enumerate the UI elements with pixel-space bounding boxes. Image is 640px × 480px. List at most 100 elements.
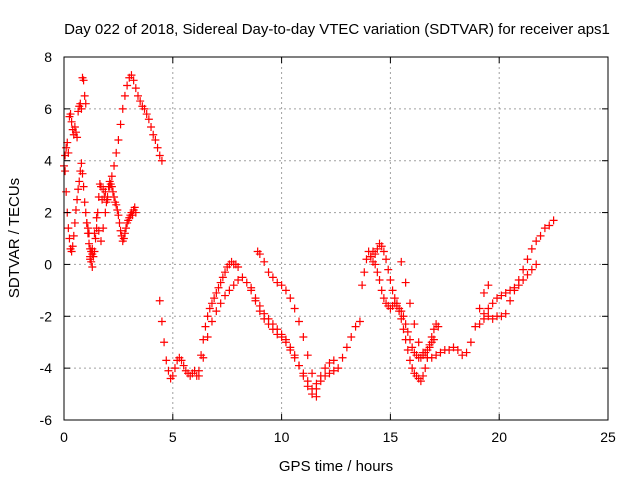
data-point: [221, 268, 230, 277]
y-tick-label: 4: [44, 153, 52, 169]
data-point: [91, 234, 100, 243]
data-point: [358, 281, 367, 290]
data-point: [247, 283, 256, 292]
y-tick-label: 2: [44, 205, 52, 221]
data-point: [484, 312, 493, 321]
data-point: [384, 265, 393, 274]
data-point: [295, 317, 304, 326]
data-point: [475, 320, 484, 329]
data-point: [157, 317, 166, 326]
data-point: [92, 213, 101, 222]
data-point: [488, 314, 497, 323]
data-point: [377, 242, 386, 251]
data-point: [277, 281, 286, 290]
data-point: [312, 379, 321, 388]
data-point: [466, 338, 475, 347]
data-point: [114, 135, 123, 144]
data-point: [127, 71, 136, 80]
data-point: [497, 312, 506, 321]
data-point: [194, 371, 203, 380]
data-point: [88, 244, 97, 253]
data-point: [107, 172, 116, 181]
series-2: [86, 71, 166, 264]
data-point: [61, 167, 70, 176]
data-point: [479, 309, 488, 318]
data-point: [429, 325, 438, 334]
data-point: [66, 110, 75, 119]
data-point: [75, 177, 84, 186]
data-point: [260, 257, 269, 266]
data-point: [93, 208, 102, 217]
data-point: [149, 130, 158, 139]
data-point: [436, 348, 445, 357]
data-point: [105, 182, 114, 191]
x-tick-labels: 0 5 10 15 20 25: [60, 429, 616, 445]
data-point: [212, 288, 221, 297]
data-point: [201, 322, 210, 331]
data-point: [527, 265, 536, 274]
data-point: [129, 76, 138, 85]
data-point: [449, 343, 458, 352]
data-point: [527, 244, 536, 253]
y-axis-title: SDTVAR / TECUs: [6, 178, 23, 298]
data-point: [133, 91, 142, 100]
y-tick-label: -2: [40, 308, 53, 324]
series-11: [479, 260, 541, 318]
data-point: [113, 205, 122, 214]
y-tick-label: 8: [44, 49, 52, 65]
data-point: [523, 255, 532, 264]
data-point: [366, 252, 375, 261]
data-point: [501, 309, 510, 318]
data-point: [386, 275, 395, 284]
data-point: [73, 195, 82, 204]
data-point: [312, 392, 321, 401]
x-tick-label: 10: [274, 429, 290, 445]
plot-frame: [63, 56, 609, 421]
x-tick-label: 20: [491, 429, 507, 445]
data-point: [96, 237, 105, 246]
data-point: [140, 104, 149, 113]
data-point: [303, 377, 312, 386]
data-point: [255, 250, 264, 259]
data-point: [80, 198, 89, 207]
data-point: [116, 120, 125, 129]
data-point: [77, 159, 86, 168]
data-point: [216, 278, 225, 287]
data-point: [78, 169, 87, 178]
data-point: [458, 351, 467, 360]
x-tick-label: 5: [169, 429, 177, 445]
series-6: [247, 283, 321, 401]
data-point: [101, 187, 110, 196]
data-point: [103, 193, 112, 202]
data-point: [80, 91, 89, 100]
data-point: [410, 320, 419, 329]
data-point: [427, 353, 436, 362]
data-point: [308, 369, 317, 378]
data-point: [475, 304, 484, 313]
data-point: [325, 369, 334, 378]
data-point: [207, 317, 216, 326]
data-point: [414, 338, 423, 347]
data-point: [510, 283, 519, 292]
data-point: [177, 356, 186, 365]
data-point: [325, 358, 334, 367]
x-tick-label: 25: [600, 429, 616, 445]
data-point: [329, 366, 338, 375]
y-tick-label: -6: [40, 412, 53, 428]
data-point: [157, 156, 166, 165]
data-point: [497, 291, 506, 300]
data-point: [403, 327, 412, 336]
data-point: [286, 345, 295, 354]
data-point: [168, 371, 177, 380]
data-point: [484, 281, 493, 290]
data-point: [514, 281, 523, 290]
data-point: [299, 333, 308, 342]
data-point: [290, 353, 299, 362]
data-point: [218, 273, 227, 282]
data-point: [63, 138, 72, 147]
data-point: [203, 312, 212, 321]
data-point: [62, 187, 71, 196]
data-point: [136, 97, 145, 106]
axis-ticks: [63, 56, 609, 421]
data-point: [277, 330, 286, 339]
